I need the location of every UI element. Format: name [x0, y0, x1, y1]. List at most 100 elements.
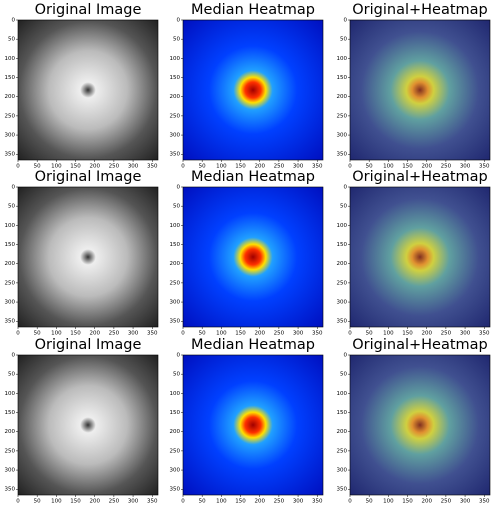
y-tick-label: 0 — [344, 185, 348, 191]
x-tick-label: 300 — [460, 164, 471, 170]
panel-title: Original+Heatmap — [352, 337, 488, 353]
y-tick-label: 150 — [337, 75, 348, 81]
y-tick-label: 50 — [340, 204, 347, 210]
x-tick-label: 150 — [70, 499, 81, 505]
y-tick-label: 200 — [170, 94, 181, 100]
panel-image — [350, 355, 490, 495]
y-tick-label: 150 — [170, 75, 181, 81]
y-tick-label: 300 — [337, 468, 348, 474]
x-tick-label: 200 — [421, 331, 432, 337]
panel-frame — [17, 186, 159, 328]
x-tick-label: 50 — [199, 499, 206, 505]
x-tick-label: 350 — [479, 164, 490, 170]
y-tick-label: 100 — [5, 56, 16, 62]
y-tick-label: 200 — [337, 429, 348, 435]
x-tick-label: 200 — [254, 499, 265, 505]
x-tick-label: 150 — [70, 331, 81, 337]
x-tick-label: 150 — [402, 164, 413, 170]
x-tick-label: 0 — [348, 331, 352, 337]
y-tick-label: 150 — [337, 410, 348, 416]
x-tick-label: 100 — [51, 499, 62, 505]
x-tick-label: 300 — [293, 331, 304, 337]
x-tick-label: 150 — [235, 331, 246, 337]
x-tick-label: 350 — [147, 331, 158, 337]
x-tick-label: 0 — [16, 331, 20, 337]
panel-title: Median Heatmap — [191, 2, 315, 18]
panel-title: Original Image — [35, 2, 142, 18]
x-tick-label: 50 — [366, 164, 373, 170]
y-tick-label: 300 — [170, 133, 181, 139]
x-tick-label: 50 — [366, 331, 373, 337]
y-tick-label: 150 — [5, 410, 16, 416]
x-tick-label: 300 — [293, 164, 304, 170]
x-tick-label: 0 — [16, 164, 20, 170]
y-tick-label: 0 — [177, 353, 181, 359]
y-tick-label: 50 — [173, 37, 180, 43]
x-tick-label: 0 — [181, 331, 185, 337]
y-tick-label: 150 — [170, 410, 181, 416]
y-tick-label: 0 — [12, 185, 16, 191]
x-tick-label: 50 — [34, 164, 41, 170]
panel-frame — [182, 19, 324, 161]
panel-image — [18, 20, 158, 160]
x-tick-label: 300 — [128, 164, 139, 170]
x-tick-label: 300 — [460, 331, 471, 337]
x-tick-label: 250 — [274, 164, 285, 170]
y-tick-label: 0 — [344, 18, 348, 24]
y-tick-label: 100 — [170, 56, 181, 62]
y-tick-label: 200 — [5, 429, 16, 435]
y-tick-label: 200 — [337, 94, 348, 100]
y-tick-label: 350 — [170, 152, 181, 158]
x-tick-label: 250 — [441, 331, 452, 337]
y-tick-label: 50 — [340, 37, 347, 43]
panel-image — [18, 355, 158, 495]
x-tick-label: 300 — [460, 499, 471, 505]
x-tick-label: 0 — [16, 499, 20, 505]
y-tick-label: 100 — [337, 56, 348, 62]
y-tick-label: 250 — [337, 448, 348, 454]
y-tick-label: 0 — [344, 353, 348, 359]
x-tick-label: 200 — [254, 164, 265, 170]
y-tick-label: 50 — [8, 372, 15, 378]
y-tick-label: 50 — [340, 372, 347, 378]
panel-image — [350, 187, 490, 327]
x-tick-label: 50 — [199, 331, 206, 337]
panel-title: Original Image — [35, 337, 142, 353]
x-tick-label: 350 — [479, 331, 490, 337]
x-tick-label: 200 — [89, 331, 100, 337]
x-tick-label: 50 — [34, 331, 41, 337]
y-tick-label: 300 — [5, 300, 16, 306]
y-tick-label: 300 — [170, 300, 181, 306]
y-tick-label: 300 — [5, 468, 16, 474]
y-tick-label: 350 — [170, 487, 181, 493]
y-tick-label: 250 — [337, 113, 348, 119]
x-tick-label: 350 — [312, 164, 323, 170]
y-tick-label: 50 — [8, 204, 15, 210]
panel-frame — [349, 19, 491, 161]
panel-title: Median Heatmap — [191, 169, 315, 185]
y-tick-label: 150 — [5, 242, 16, 248]
y-tick-label: 200 — [170, 261, 181, 267]
x-tick-label: 250 — [274, 499, 285, 505]
x-tick-label: 50 — [34, 499, 41, 505]
x-tick-label: 350 — [147, 499, 158, 505]
y-tick-label: 0 — [12, 353, 16, 359]
x-tick-label: 100 — [383, 331, 394, 337]
y-tick-label: 350 — [337, 152, 348, 158]
x-tick-label: 50 — [199, 164, 206, 170]
x-tick-label: 100 — [51, 164, 62, 170]
panel-image — [350, 20, 490, 160]
x-tick-label: 300 — [128, 331, 139, 337]
x-tick-label: 150 — [402, 331, 413, 337]
panel-title: Median Heatmap — [191, 337, 315, 353]
y-tick-label: 50 — [8, 37, 15, 43]
panel-image — [183, 20, 323, 160]
y-tick-label: 100 — [170, 391, 181, 397]
y-tick-label: 150 — [337, 242, 348, 248]
y-tick-label: 350 — [337, 487, 348, 493]
x-tick-label: 100 — [383, 499, 394, 505]
panel-title: Original+Heatmap — [352, 169, 488, 185]
panel-title: Original+Heatmap — [352, 2, 488, 18]
x-tick-label: 250 — [109, 331, 120, 337]
